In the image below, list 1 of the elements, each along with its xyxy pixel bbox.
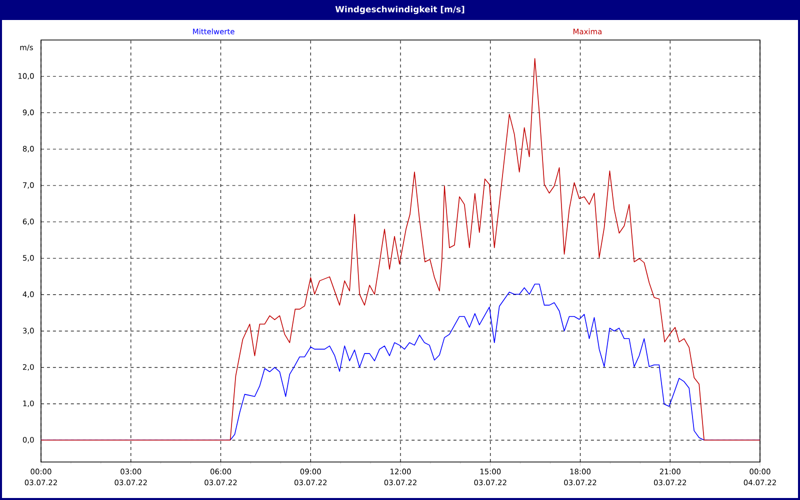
chart-title: Windgeschwindigkeit [m/s] xyxy=(335,6,464,14)
